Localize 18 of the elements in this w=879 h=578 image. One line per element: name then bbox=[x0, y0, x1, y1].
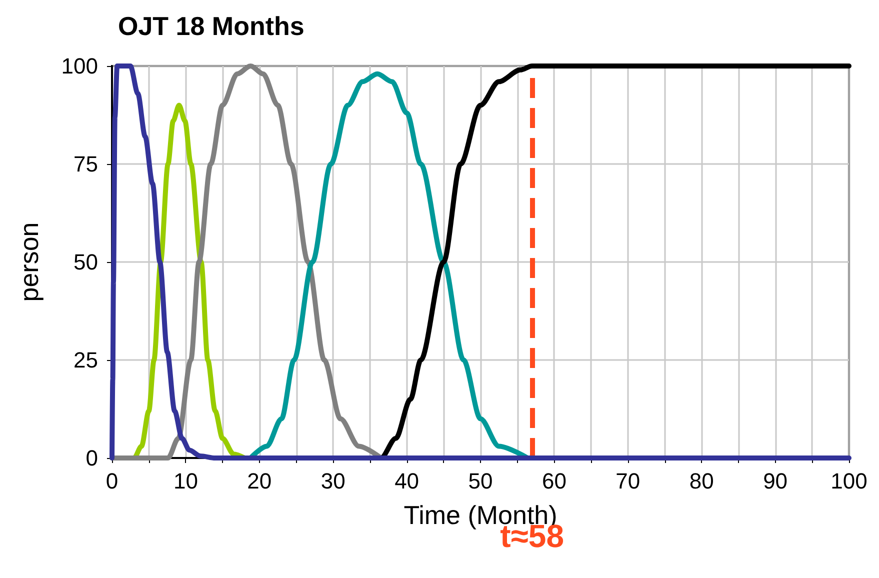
x-tick-label: 50 bbox=[468, 468, 493, 494]
y-tick-label: 100 bbox=[61, 54, 98, 78]
y-axis-title: person bbox=[14, 222, 44, 302]
y-tick-label: 25 bbox=[74, 348, 98, 372]
x-tick-label: 100 bbox=[830, 468, 868, 494]
x-tick-label: 80 bbox=[689, 468, 714, 494]
x-tick-label: 90 bbox=[763, 468, 788, 494]
x-tick-label: 10 bbox=[173, 468, 198, 494]
x-tick-label: 60 bbox=[542, 468, 566, 494]
x-tick-label: 70 bbox=[616, 468, 640, 494]
x-tick-label: 0 bbox=[106, 468, 118, 494]
x-tick-label: 30 bbox=[320, 468, 346, 494]
chart-title: OJT 18 Months bbox=[118, 11, 304, 41]
y-tick-label: 50 bbox=[74, 250, 98, 274]
y-tick-label: 0 bbox=[86, 446, 98, 470]
x-tick-label: 20 bbox=[247, 468, 272, 494]
y-tick-label: 75 bbox=[74, 152, 98, 176]
x-tick-label: 40 bbox=[394, 468, 420, 494]
